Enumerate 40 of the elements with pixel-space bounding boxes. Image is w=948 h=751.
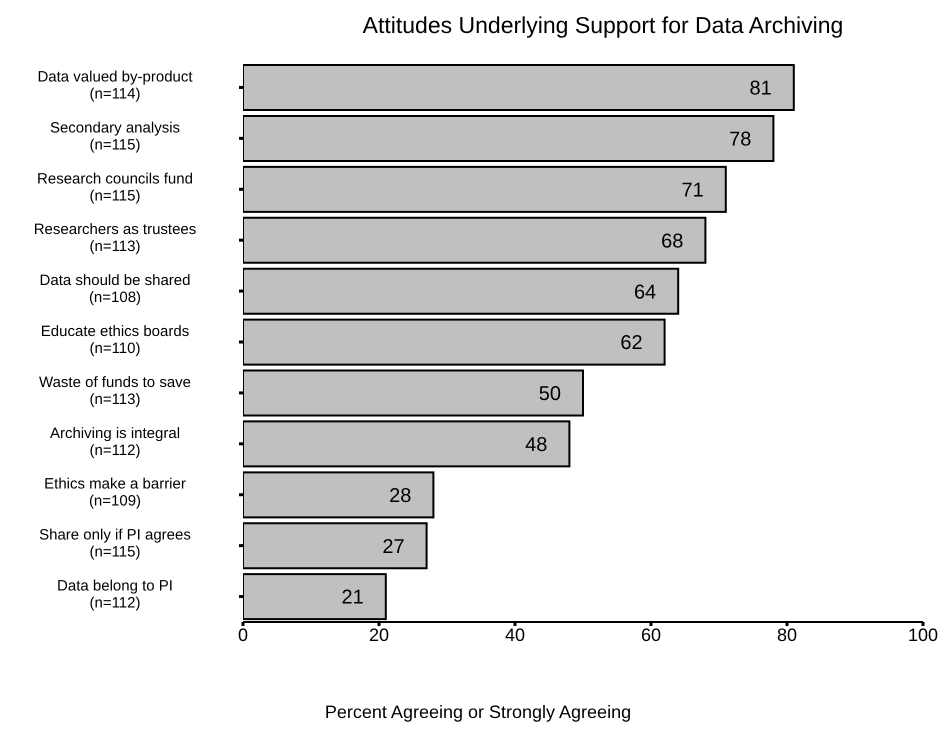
y-tick-label: Share only if PI agrees (n=115) <box>39 526 191 561</box>
x-tick-label: 100 <box>908 624 938 645</box>
data-label: 21 <box>342 586 364 609</box>
y-tick-label: Secondary analysis (n=115) <box>50 119 180 154</box>
x-tick-label: 40 <box>504 624 526 645</box>
chart-title: Attitudes Underlying Support for Data Archiving <box>362 12 844 40</box>
y-tick-label: Archiving is integral (n=112) <box>50 424 180 459</box>
bar <box>243 64 795 112</box>
data-label: 50 <box>538 383 561 406</box>
data-label: 71 <box>682 179 704 202</box>
bar <box>243 522 428 570</box>
y-tick-label: Research councils fund (n=115) <box>37 170 193 204</box>
x-tick-label: 20 <box>368 624 390 645</box>
data-label: 62 <box>620 332 643 354</box>
bar <box>243 420 570 468</box>
bar <box>243 370 584 417</box>
y-tick-label: Data belong to PI (n=112) <box>57 578 173 612</box>
y-tick-label: Waste of funds to save (n=113) <box>38 374 192 408</box>
x-tick-label: 80 <box>776 624 798 645</box>
bar <box>243 166 727 213</box>
data-label: 64 <box>634 281 656 304</box>
data-label: 81 <box>750 78 772 100</box>
y-tick-label: Educate ethics boards (n=110) <box>40 323 190 357</box>
x-tick-label: 0 <box>238 624 248 645</box>
x-axis-title: Percent Agreeing or Strongly Agreeing <box>324 702 632 723</box>
bar <box>243 318 666 366</box>
data-label: 68 <box>661 230 684 252</box>
x-tick-label: 60 <box>640 624 662 645</box>
bar <box>243 268 680 315</box>
y-tick-label: Researchers as trustees (n=113) <box>34 221 196 256</box>
bar <box>243 216 706 264</box>
y-tick-label: Data should be shared (n=108) <box>40 272 190 306</box>
data-label: 27 <box>382 536 405 558</box>
bar <box>243 114 774 162</box>
y-tick-label: Ethics make a barrier (n=109) <box>44 476 186 510</box>
data-label: 48 <box>525 434 548 456</box>
data-label: 28 <box>389 484 412 507</box>
data-label: 78 <box>729 128 752 151</box>
bar <box>243 471 434 518</box>
y-tick-label: Data valued by-product (n=114) <box>37 68 194 102</box>
